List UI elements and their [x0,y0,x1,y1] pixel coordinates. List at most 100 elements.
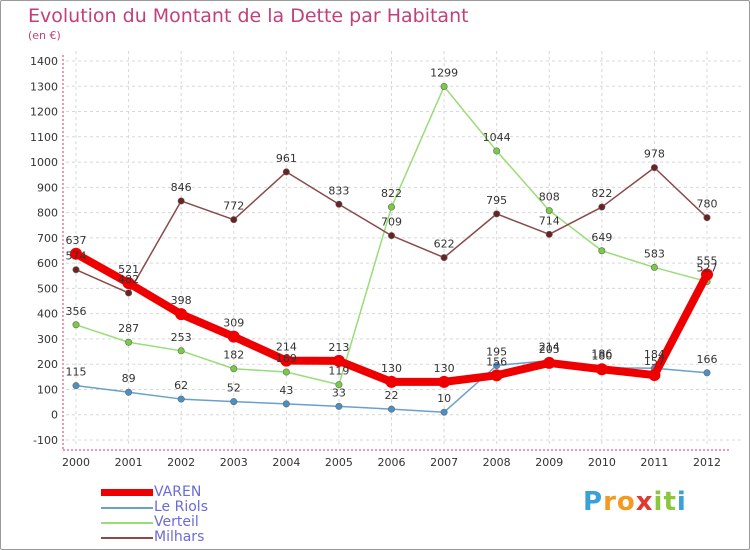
data-point-varen [280,354,293,367]
data-label-verteil: 808 [539,191,560,204]
data-label-varen: 398 [171,294,192,307]
x-tick-label: 2001 [115,456,143,469]
y-tick-label: 700 [37,232,58,245]
data-label-varen: 130 [381,362,402,375]
data-point-verteil [125,338,133,346]
data-label-le-riols: 10 [437,392,451,405]
data-point-le-riols [335,402,343,410]
data-label-verteil: 1044 [483,131,511,144]
data-label-verteil: 822 [381,187,402,200]
legend-swatch-le-riols [101,507,153,509]
data-point-le-riols [125,388,133,396]
data-label-varen: 205 [539,343,560,356]
data-label-varen: 157 [644,355,665,368]
y-tick-label: 1100 [30,131,58,144]
data-label-milhars: 795 [486,194,507,207]
data-label-milhars: 574 [66,250,87,263]
data-point-milhars [650,164,658,172]
y-tick-label: 1200 [30,106,58,119]
data-label-le-riols: 184 [644,348,665,361]
data-label-le-riols: 214 [539,341,560,354]
legend-item-milhars: Milhars [101,529,301,545]
data-point-varen [648,369,661,382]
data-point-varen [701,268,713,281]
data-label-verteil: 649 [591,231,612,244]
data-point-milhars [72,266,80,274]
data-label-le-riols: 89 [122,372,136,385]
data-label-varen: 521 [118,263,139,276]
chart-title: Evolution du Montant de la Dette par Hab… [28,5,469,27]
data-label-varen: 213 [328,341,349,354]
data-point-milhars [335,200,343,208]
x-tick-label: 2006 [378,456,406,469]
data-point-verteil [440,83,448,91]
legend-swatch-verteil [101,522,153,524]
data-label-varen: 555 [697,255,718,268]
x-tick-label: 2011 [640,456,668,469]
data-point-varen [543,356,556,369]
logo-letter: x [635,487,654,517]
legend-item-verteil: Verteil [101,514,301,530]
data-point-le-riols [72,382,80,390]
data-label-verteil: 356 [66,305,87,318]
x-tick-label: 2002 [167,456,195,469]
data-label-verteil: 169 [276,352,297,365]
data-point-milhars [387,232,395,240]
logo-letter: r [603,487,617,517]
data-point-varen [490,369,503,382]
data-label-milhars: 772 [223,200,244,213]
legend-item-varen: VAREN [101,484,301,500]
data-point-varen [332,354,345,367]
data-point-verteil [545,207,553,215]
data-point-verteil [493,147,501,155]
data-point-milhars [177,197,185,205]
data-label-milhars: 622 [434,238,455,251]
y-tick-label: 100 [37,383,58,396]
data-point-le-riols [387,405,395,413]
legend-label-varen: VAREN [154,484,202,500]
data-point-milhars [125,289,133,297]
proxiti-logo: Proxiti [583,487,687,517]
data-point-verteil [177,347,185,355]
data-point-verteil [282,368,290,376]
logo-letter: i [653,487,664,517]
x-tick-label: 2003 [220,456,248,469]
x-tick-label: 2007 [430,456,458,469]
data-label-le-riols: 195 [486,345,507,358]
x-tick-label: 2010 [588,456,616,469]
legend-label-verteil: Verteil [154,514,199,530]
data-point-varen [175,308,188,321]
data-point-verteil [598,247,606,255]
data-label-varen: 214 [276,341,297,354]
data-point-le-riols [493,361,501,369]
data-point-varen [595,363,608,376]
axes: -100 0 100 200 300 400 500 600 700 800 900 1000 1100… [30,55,731,469]
y-tick-label: 600 [37,257,58,270]
logo-letter: t [663,487,677,517]
data-label-verteil: 287 [118,322,139,335]
unit-label: (en €) [28,29,61,42]
data-point-milhars [598,203,606,211]
data-point-verteil [72,321,80,329]
y-tick-label: 800 [37,207,58,220]
data-point-le-riols [177,395,185,403]
data-label-milhars: 709 [381,216,402,229]
legend: VAREN Le Riols Verteil Milhars [101,484,301,545]
data-label-le-riols: 115 [66,366,87,379]
data-label-milhars: 482 [118,273,139,286]
data-label-le-riols: 52 [227,382,241,395]
data-point-milhars [493,210,501,218]
data-point-milhars [440,254,448,262]
data-point-verteil [335,381,343,389]
y-tick-label: 900 [37,181,58,194]
data-label-le-riols: 166 [697,353,718,366]
x-tick-label: 2009 [535,456,563,469]
data-label-verteil: 119 [328,365,349,378]
data-point-verteil [387,203,395,211]
data-label-le-riols: 43 [279,384,293,397]
logo-letter: i [676,487,687,517]
data-point-le-riols [282,400,290,408]
y-tick-label: 1000 [30,156,58,169]
data-label-le-riols: 33 [332,386,346,399]
